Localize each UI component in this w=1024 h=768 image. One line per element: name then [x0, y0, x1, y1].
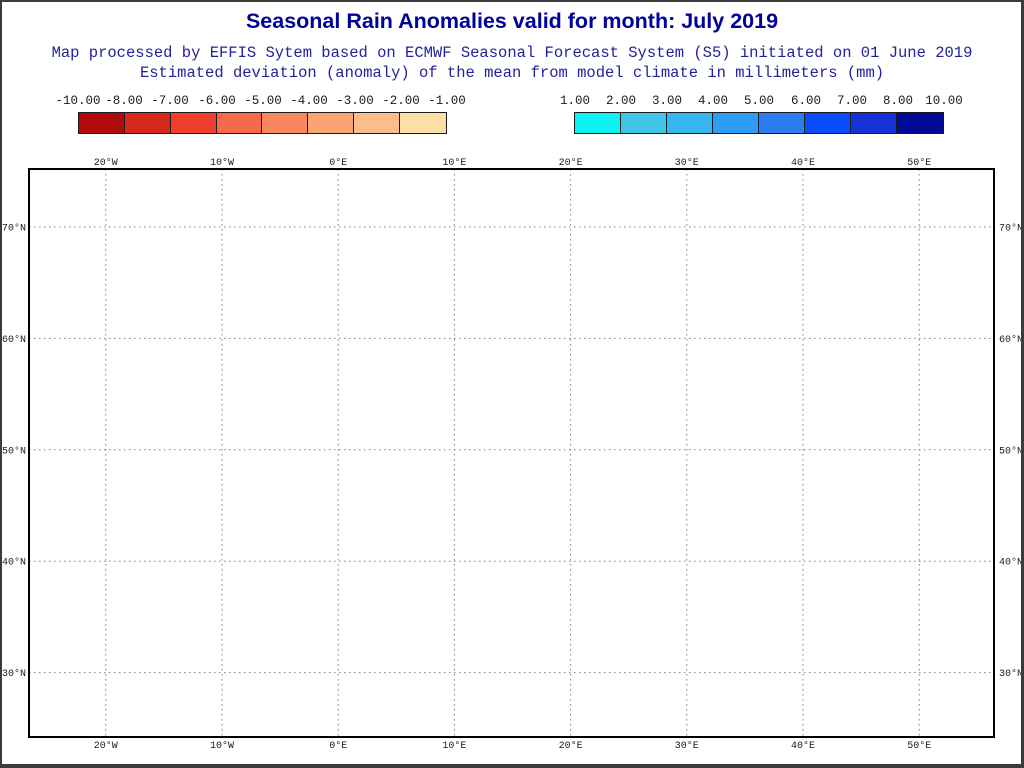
svg-text:20°E: 20°E [559, 740, 583, 752]
svg-text:30°E: 30°E [675, 740, 699, 752]
svg-text:40°N: 40°N [2, 557, 26, 569]
svg-text:10°E: 10°E [442, 157, 466, 169]
svg-text:50°N: 50°N [2, 445, 26, 457]
svg-text:60°N: 60°N [2, 334, 26, 346]
svg-text:70°N: 70°N [2, 223, 26, 235]
svg-text:30°E: 30°E [675, 157, 699, 169]
svg-text:50°E: 50°E [907, 157, 931, 169]
svg-text:0°E: 0°E [329, 740, 347, 752]
svg-text:40°E: 40°E [791, 157, 815, 169]
svg-text:50°N: 50°N [999, 445, 1023, 457]
svg-text:10°E: 10°E [442, 740, 466, 752]
svg-text:10°W: 10°W [210, 740, 234, 752]
svg-text:20°W: 20°W [94, 157, 118, 169]
svg-text:20°E: 20°E [559, 157, 583, 169]
svg-text:70°N: 70°N [999, 223, 1023, 235]
svg-text:10°W: 10°W [210, 157, 234, 169]
svg-text:50°E: 50°E [907, 740, 931, 752]
svg-text:30°N: 30°N [999, 668, 1023, 680]
svg-text:0°E: 0°E [329, 157, 347, 169]
svg-text:60°N: 60°N [999, 334, 1023, 346]
svg-text:20°W: 20°W [94, 740, 118, 752]
svg-text:40°E: 40°E [791, 740, 815, 752]
svg-text:30°N: 30°N [2, 668, 26, 680]
svg-text:40°N: 40°N [999, 557, 1023, 569]
